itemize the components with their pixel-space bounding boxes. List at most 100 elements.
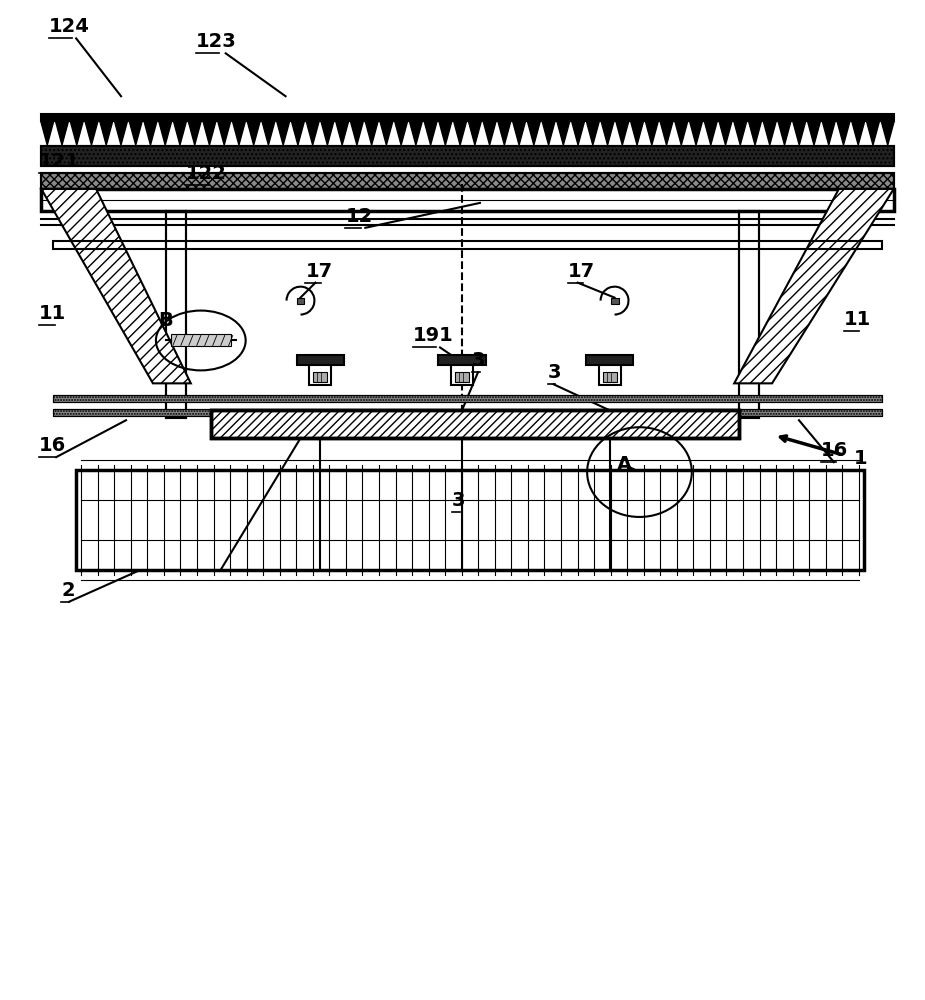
Bar xyxy=(54,241,882,249)
Polygon shape xyxy=(56,121,68,145)
Polygon shape xyxy=(734,189,894,383)
Polygon shape xyxy=(174,121,187,145)
Bar xyxy=(211,410,739,438)
Bar xyxy=(42,114,894,121)
Text: 3: 3 xyxy=(472,351,486,370)
Polygon shape xyxy=(793,121,806,145)
Bar xyxy=(310,365,331,385)
Polygon shape xyxy=(808,121,820,145)
Bar xyxy=(42,173,894,189)
Text: 124: 124 xyxy=(49,17,90,36)
Bar xyxy=(54,409,882,416)
Polygon shape xyxy=(512,121,525,145)
Bar xyxy=(171,334,230,346)
Bar xyxy=(166,211,186,418)
Polygon shape xyxy=(262,121,275,145)
Polygon shape xyxy=(203,121,216,145)
Polygon shape xyxy=(188,121,201,145)
Text: 11: 11 xyxy=(39,304,67,323)
Text: 12: 12 xyxy=(345,207,373,226)
Polygon shape xyxy=(144,121,157,145)
Bar xyxy=(598,365,621,385)
Text: 17: 17 xyxy=(305,262,333,281)
Bar xyxy=(297,355,344,365)
Polygon shape xyxy=(616,121,629,145)
Polygon shape xyxy=(763,121,776,145)
Polygon shape xyxy=(70,121,83,145)
Polygon shape xyxy=(837,121,850,145)
Bar xyxy=(211,410,739,438)
Bar xyxy=(438,355,486,365)
Polygon shape xyxy=(232,121,245,145)
Text: 123: 123 xyxy=(196,32,237,51)
Polygon shape xyxy=(85,121,98,145)
Polygon shape xyxy=(42,189,191,383)
Polygon shape xyxy=(719,121,732,145)
Polygon shape xyxy=(277,121,290,145)
Polygon shape xyxy=(557,121,570,145)
Bar xyxy=(42,173,894,189)
Text: 3: 3 xyxy=(452,491,465,510)
Text: 191: 191 xyxy=(413,326,454,345)
Polygon shape xyxy=(498,121,511,145)
Polygon shape xyxy=(572,121,585,145)
Polygon shape xyxy=(734,121,746,145)
Polygon shape xyxy=(247,121,260,145)
Text: 11: 11 xyxy=(844,310,871,329)
Text: 17: 17 xyxy=(568,262,595,281)
Polygon shape xyxy=(778,121,791,145)
Polygon shape xyxy=(704,121,717,145)
Polygon shape xyxy=(852,121,865,145)
Text: B: B xyxy=(158,311,173,330)
Bar xyxy=(602,372,617,382)
Bar xyxy=(76,470,864,570)
Bar xyxy=(54,395,882,402)
Polygon shape xyxy=(675,121,688,145)
Polygon shape xyxy=(41,121,54,145)
Polygon shape xyxy=(689,121,702,145)
Polygon shape xyxy=(601,121,614,145)
Polygon shape xyxy=(365,121,378,145)
Text: A: A xyxy=(617,455,632,474)
Polygon shape xyxy=(380,121,393,145)
Text: 122: 122 xyxy=(186,164,227,183)
Polygon shape xyxy=(822,121,835,145)
Bar xyxy=(455,372,469,382)
Polygon shape xyxy=(100,121,113,145)
Text: 1: 1 xyxy=(854,449,868,468)
Bar xyxy=(739,211,759,418)
Polygon shape xyxy=(130,121,142,145)
Bar xyxy=(586,355,634,365)
Polygon shape xyxy=(425,121,438,145)
Polygon shape xyxy=(748,121,761,145)
Polygon shape xyxy=(217,121,230,145)
Polygon shape xyxy=(321,121,334,145)
Polygon shape xyxy=(660,121,673,145)
Polygon shape xyxy=(351,121,364,145)
Bar xyxy=(297,298,304,304)
Bar xyxy=(42,189,894,211)
Polygon shape xyxy=(410,121,423,145)
Polygon shape xyxy=(527,121,540,145)
Polygon shape xyxy=(395,121,408,145)
Bar xyxy=(42,146,894,166)
Polygon shape xyxy=(646,121,659,145)
Polygon shape xyxy=(468,121,481,145)
Polygon shape xyxy=(438,121,451,145)
Text: 16: 16 xyxy=(39,436,67,455)
Bar xyxy=(54,395,882,402)
Text: 2: 2 xyxy=(61,581,75,600)
Polygon shape xyxy=(586,121,599,145)
Polygon shape xyxy=(336,121,349,145)
Polygon shape xyxy=(115,121,128,145)
Text: 16: 16 xyxy=(820,441,848,460)
Polygon shape xyxy=(453,121,466,145)
Polygon shape xyxy=(882,121,894,145)
Polygon shape xyxy=(542,121,555,145)
Polygon shape xyxy=(291,121,304,145)
Bar xyxy=(610,298,619,304)
Text: 3: 3 xyxy=(548,363,561,382)
Bar xyxy=(314,372,327,382)
Polygon shape xyxy=(483,121,496,145)
Polygon shape xyxy=(631,121,644,145)
